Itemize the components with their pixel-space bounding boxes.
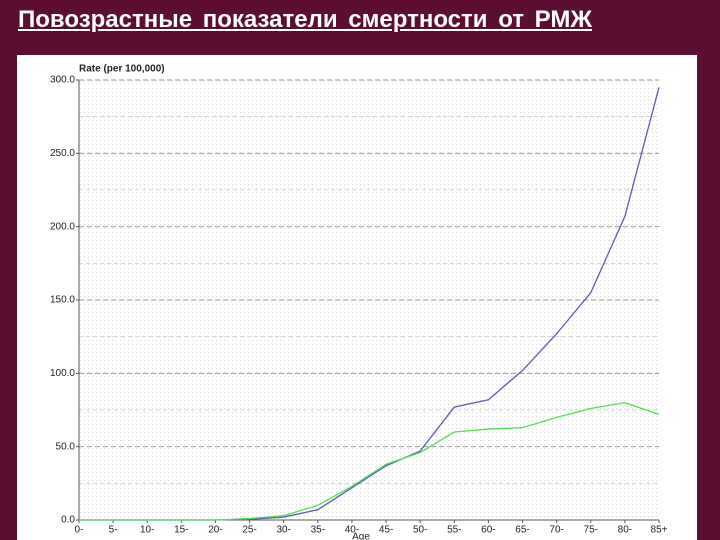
y-tick-label: 50.0 bbox=[56, 441, 76, 452]
x-tick-label: 75- bbox=[584, 525, 598, 536]
x-tick-label: 70- bbox=[549, 525, 563, 536]
y-tick-label: 200.0 bbox=[50, 221, 75, 232]
y-tick-label: 150.0 bbox=[50, 295, 75, 306]
y-tick-label: 0.0 bbox=[61, 515, 75, 526]
y-tick-label: 100.0 bbox=[50, 368, 75, 379]
x-tick-label: 85+ bbox=[651, 525, 668, 536]
y-tick-label: 250.0 bbox=[50, 148, 75, 159]
y-axis-label: Rate (per 100,000) bbox=[79, 64, 165, 75]
x-tick-label: 0- bbox=[75, 525, 84, 536]
x-tick-label: 25- bbox=[242, 525, 256, 536]
x-tick-label: 55- bbox=[447, 525, 461, 536]
x-tick-label: 65- bbox=[515, 525, 529, 536]
x-tick-label: 5- bbox=[109, 525, 118, 536]
x-tick-label: 20- bbox=[208, 525, 222, 536]
x-axis-label: Age bbox=[352, 532, 370, 540]
slide-title: Повозрастные показатели смертности от РМ… bbox=[18, 6, 593, 33]
x-tick-label: 60- bbox=[481, 525, 495, 536]
x-tick-label: 45- bbox=[379, 525, 393, 536]
x-tick-label: 15- bbox=[174, 525, 188, 536]
y-tick-label: 300.0 bbox=[50, 75, 75, 86]
x-tick-label: 30- bbox=[276, 525, 290, 536]
x-tick-label: 80- bbox=[618, 525, 632, 536]
series-line bbox=[79, 401, 660, 521]
x-tick-label: 50- bbox=[413, 525, 427, 536]
x-tick-label: 35- bbox=[311, 525, 325, 536]
x-tick-label: 40- bbox=[345, 525, 359, 536]
x-tick-label: 10- bbox=[140, 525, 154, 536]
